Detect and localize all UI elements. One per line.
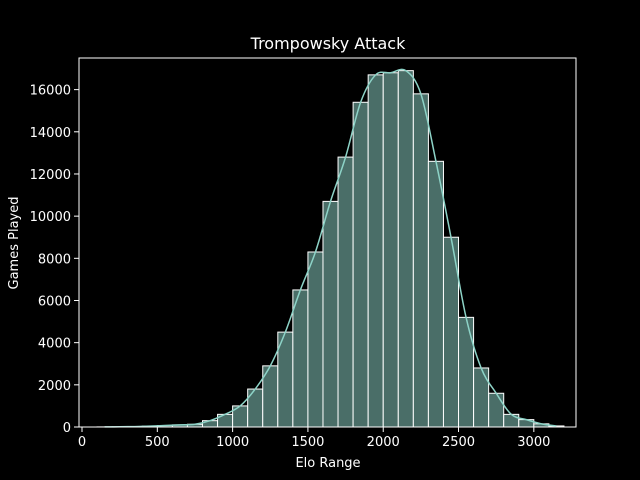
bar-16 xyxy=(337,156,354,428)
x-tick-label-2000: 2000 xyxy=(367,435,400,450)
plot-frame xyxy=(78,57,577,428)
y-tick-label-6000: 6000 xyxy=(38,294,71,309)
bar-14 xyxy=(307,251,324,428)
bar-15 xyxy=(322,200,339,428)
chart-title: Trompowsky Attack xyxy=(250,34,406,53)
bars-group xyxy=(96,70,565,428)
y-tick-label-10000: 10000 xyxy=(30,210,71,225)
x-axis-label: Elo Range xyxy=(295,456,360,471)
y-tick-label-2000: 2000 xyxy=(38,379,71,394)
x-tick-label-1500: 1500 xyxy=(291,435,324,450)
x-tick-label-0: 0 xyxy=(78,435,86,450)
bar-18 xyxy=(367,74,384,428)
x-tick-label-1000: 1000 xyxy=(216,435,249,450)
bar-21 xyxy=(412,93,429,428)
bar-19 xyxy=(382,72,399,428)
x-tick-label-2500: 2500 xyxy=(442,435,475,450)
x-tick-label-500: 500 xyxy=(145,435,170,450)
bar-22 xyxy=(427,160,444,428)
kde-group xyxy=(104,68,557,428)
bar-25 xyxy=(473,367,490,428)
y-tick-label-16000: 16000 xyxy=(30,84,71,99)
kde-line xyxy=(104,68,557,428)
x-tick-label-3000: 3000 xyxy=(517,435,550,450)
bar-24 xyxy=(458,316,475,428)
y-axis-label: Games Played xyxy=(7,197,22,290)
y-tick-label-4000: 4000 xyxy=(38,337,71,352)
y-tick-label-0: 0 xyxy=(63,421,71,436)
y-tick-label-14000: 14000 xyxy=(30,126,71,141)
bar-27 xyxy=(503,413,520,428)
bar-17 xyxy=(352,101,369,428)
x-axis: 0 500 1000 1500 2000 2500 3000 xyxy=(78,427,550,450)
y-tick-label-12000: 12000 xyxy=(30,168,71,183)
bar-26 xyxy=(488,392,505,428)
bar-13 xyxy=(292,289,309,428)
bar-20 xyxy=(397,70,414,428)
y-axis: 0 2000 4000 6000 8000 10000 12000 14000 16000 xyxy=(30,84,79,436)
y-tick-label-8000: 8000 xyxy=(38,252,71,267)
